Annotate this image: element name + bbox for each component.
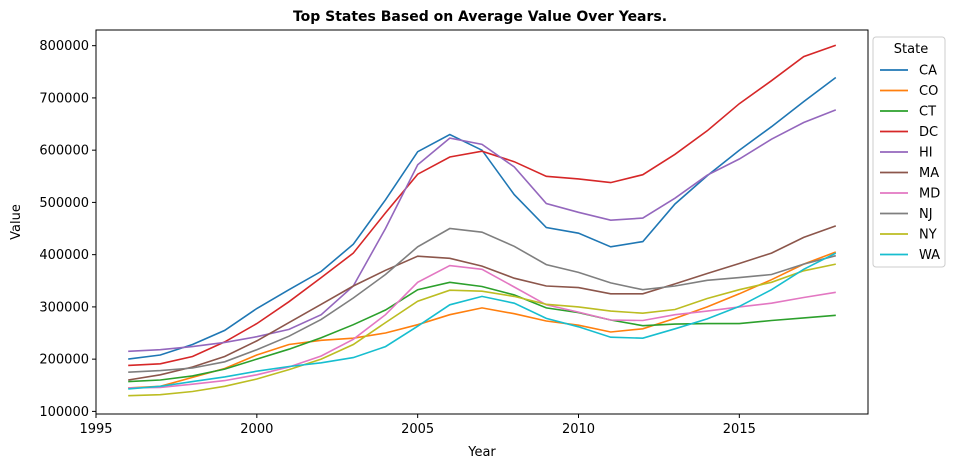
legend-label-wa: WA xyxy=(919,248,940,263)
y-tick-label: 200000 xyxy=(39,353,89,368)
series-line-ma xyxy=(128,225,837,381)
x-tick-label: 2000 xyxy=(240,422,273,437)
series-line-nj xyxy=(128,227,837,373)
series-line-co xyxy=(128,251,837,389)
series-line-wa xyxy=(128,252,837,390)
legend-label-ca: CA xyxy=(919,64,937,79)
legend-items: CA CO CT DC HI MA MD NJ NY WA xyxy=(880,64,940,263)
plot-frame xyxy=(95,29,869,415)
x-tick-label: 2015 xyxy=(723,422,756,437)
legend-label-ny: NY xyxy=(919,228,937,243)
series-line-ca xyxy=(128,76,837,360)
y-tick-label: 400000 xyxy=(39,248,89,263)
y-tick-label: 100000 xyxy=(39,405,89,420)
y-tick-label: 700000 xyxy=(39,91,89,106)
y-tick-label: 300000 xyxy=(39,300,89,315)
chart-title: Top States Based on Average Value Over Y… xyxy=(293,9,667,25)
y-tick-label: 800000 xyxy=(39,39,89,54)
legend-label-dc: DC xyxy=(919,125,938,140)
legend-box xyxy=(872,36,946,268)
series-line-dc xyxy=(128,44,837,367)
x-tick-label: 2010 xyxy=(562,422,595,437)
y-axis-label: Value xyxy=(9,204,24,240)
x-tick-label: 2005 xyxy=(401,422,434,437)
legend-label-hi: HI xyxy=(919,146,933,161)
x-axis-ticks: 1995 2000 2005 2010 2015 xyxy=(79,414,756,437)
series-line-md xyxy=(128,264,836,389)
legend-title: State xyxy=(894,42,928,57)
legend: State CA CO CT DC HI MA MD NJ NY WA xyxy=(872,36,946,268)
plot-lines xyxy=(128,44,837,397)
legend-label-md: MD xyxy=(919,187,940,202)
x-axis-label: Year xyxy=(467,445,496,460)
series-line-ny xyxy=(128,263,836,397)
series-line-ct xyxy=(128,281,836,383)
legend-label-nj: NJ xyxy=(919,207,933,222)
y-axis-ticks: 100000 200000 300000 400000 500000 600000 7000… xyxy=(39,39,96,420)
legend-label-co: CO xyxy=(919,84,938,99)
y-tick-label: 500000 xyxy=(39,196,89,211)
legend-label-ct: CT xyxy=(919,105,936,120)
y-tick-label: 600000 xyxy=(39,144,89,159)
legend-label-ma: MA xyxy=(919,166,939,181)
x-tick-label: 1995 xyxy=(79,422,112,437)
series-line-hi xyxy=(128,109,837,353)
